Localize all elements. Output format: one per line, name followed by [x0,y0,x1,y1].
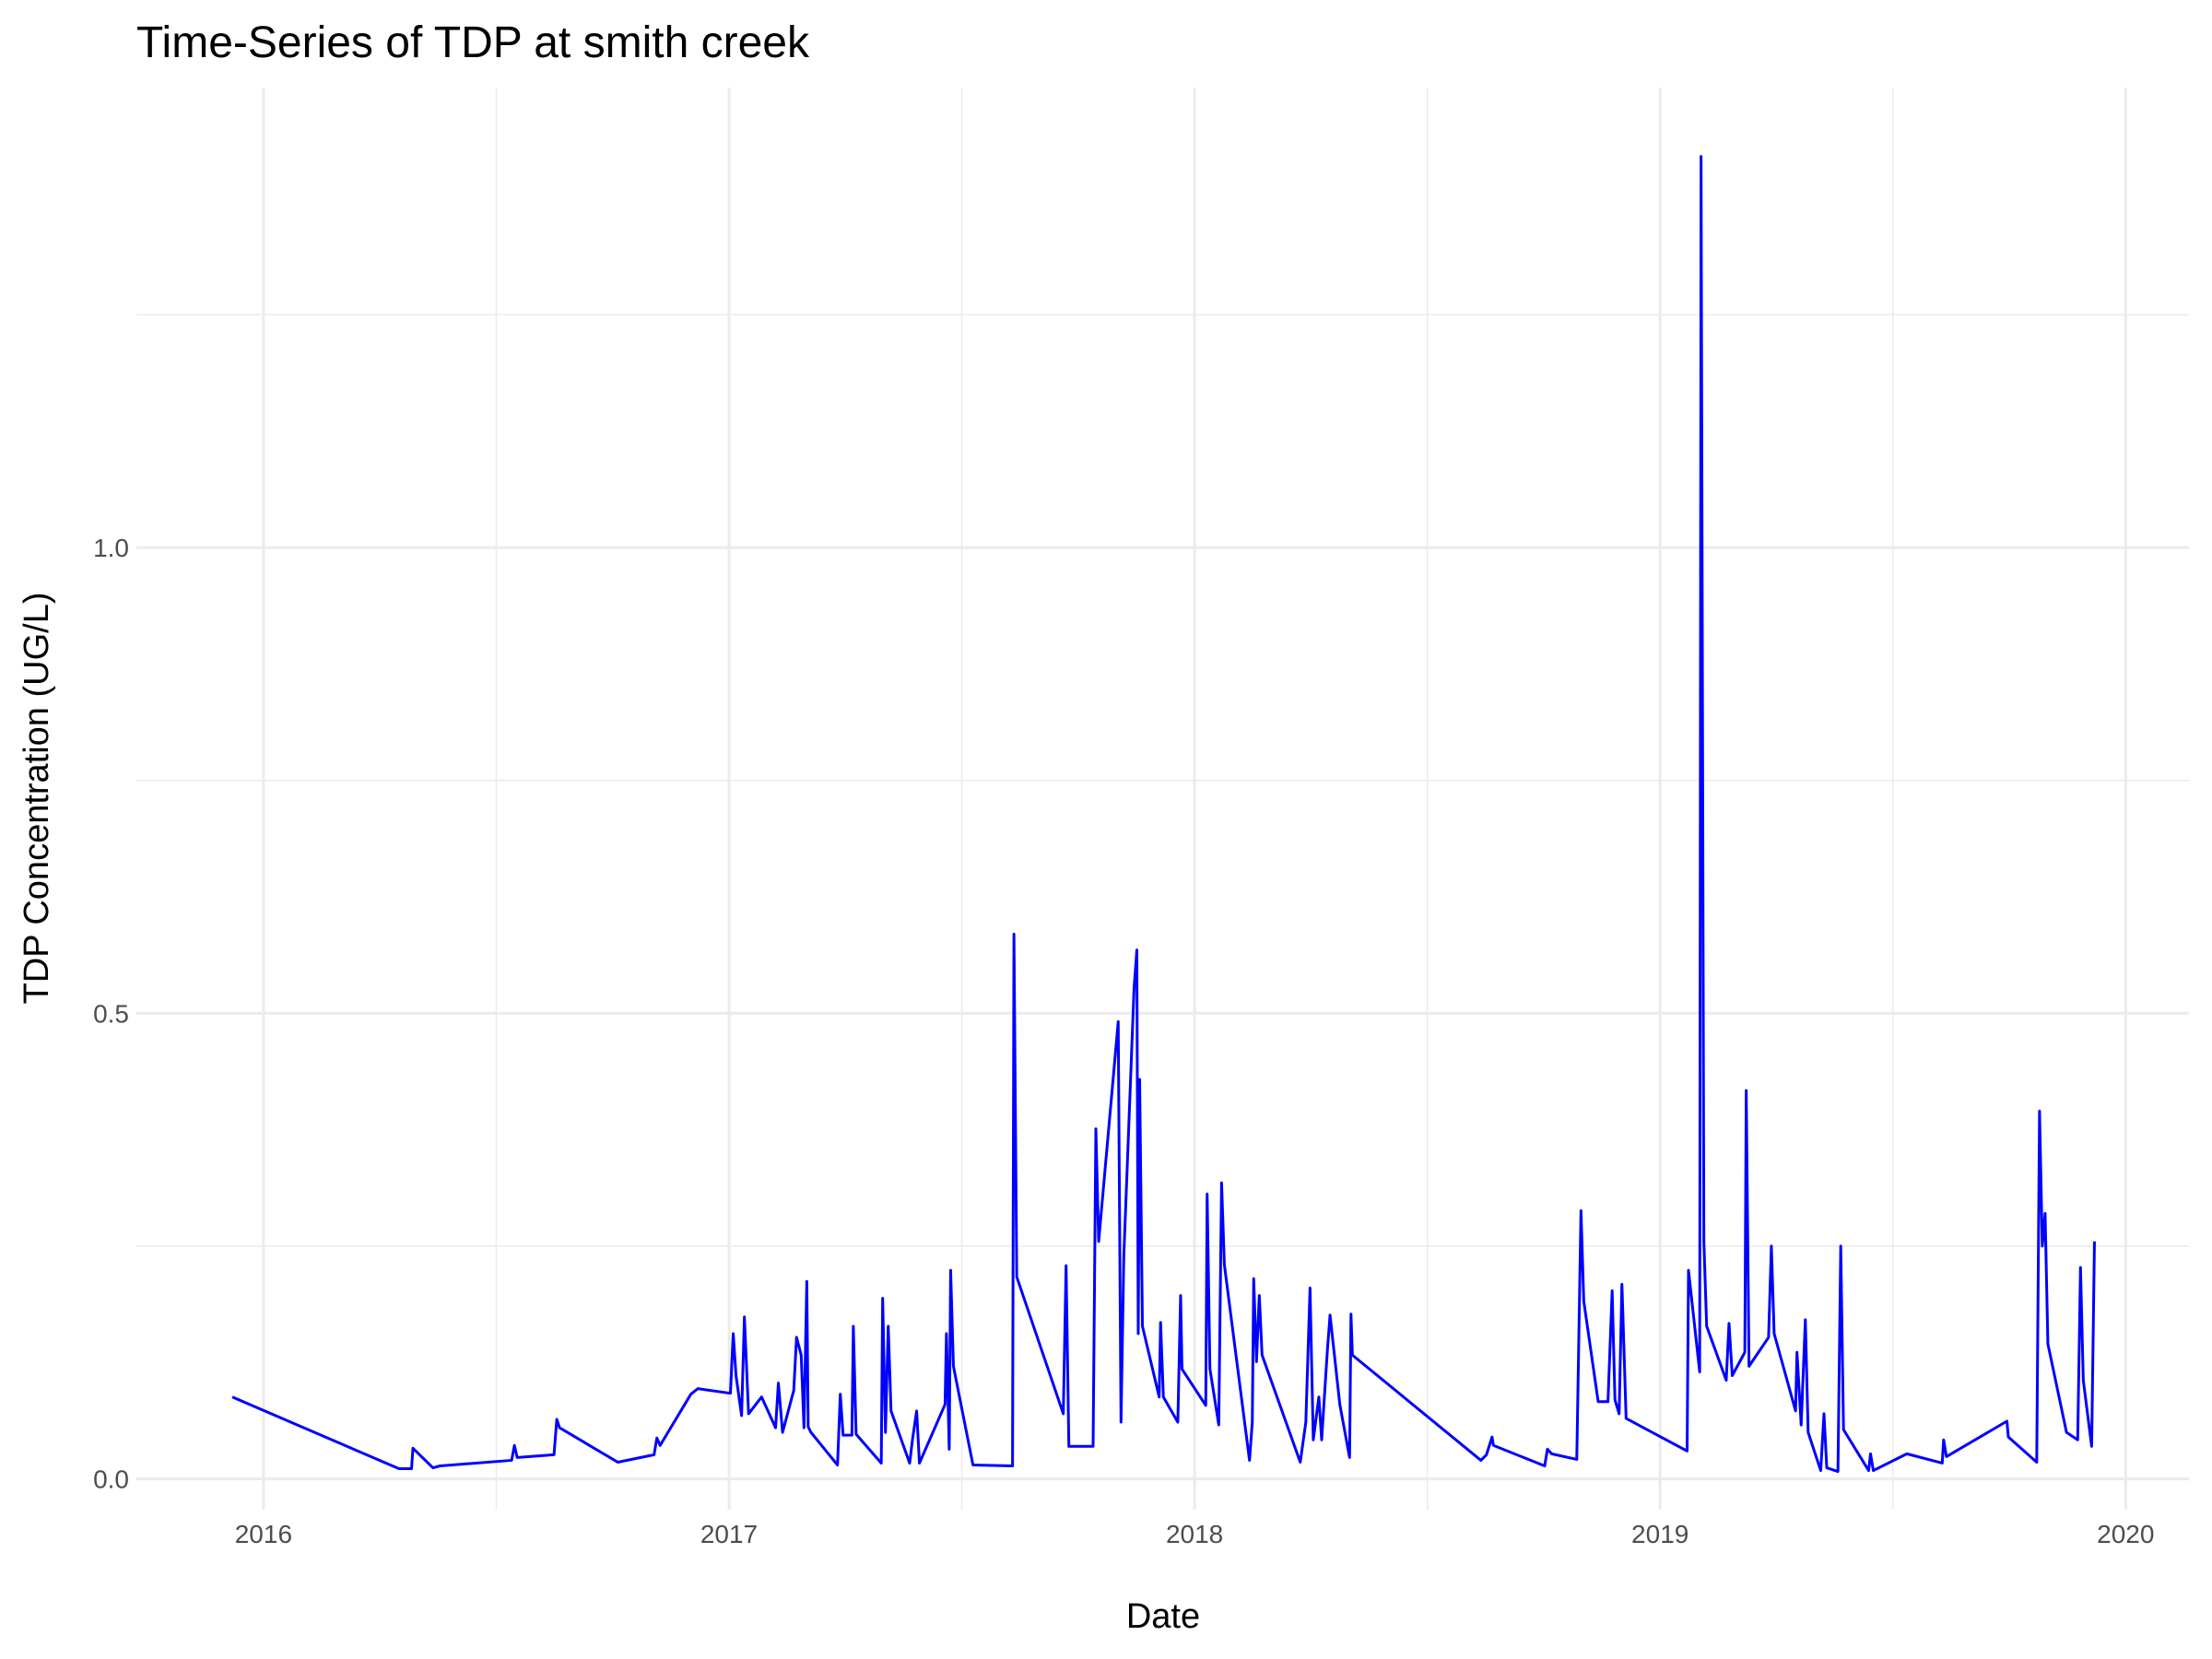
y-axis-title: TDP Concentration (UG/L) [18,592,56,1004]
y-tick-label: 0.0 [93,1465,129,1494]
x-tick-label: 2018 [1166,1520,1223,1548]
grid [136,88,2189,1510]
y-tick-label: 1.0 [93,534,129,562]
x-tick-label: 2019 [1631,1520,1688,1548]
plot-area [231,155,2096,1474]
x-tick-label: 2016 [235,1520,292,1548]
x-tick-label: 2020 [2097,1520,2154,1548]
data-line [231,155,2096,1474]
x-axis-title: Date [1126,1597,1200,1636]
x-tick-label: 2017 [700,1520,758,1548]
chart-title: Time-Series of TDP at smith creek [136,18,810,67]
y-tick-label: 0.5 [93,999,129,1028]
